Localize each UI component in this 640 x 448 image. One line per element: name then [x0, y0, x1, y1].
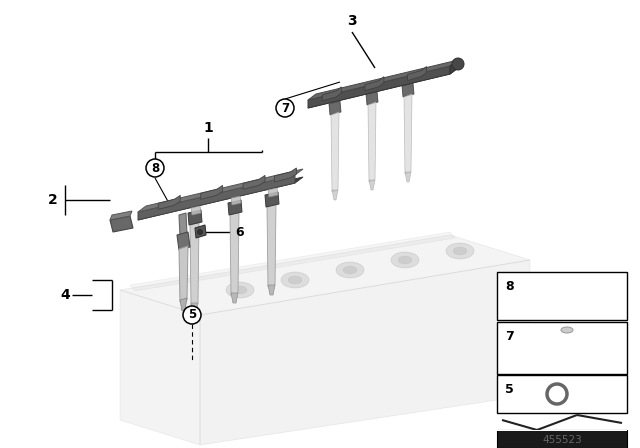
Ellipse shape: [288, 276, 302, 284]
Polygon shape: [130, 232, 455, 291]
Text: 455523: 455523: [542, 435, 582, 445]
Polygon shape: [230, 212, 239, 295]
Text: 7: 7: [505, 330, 514, 343]
Polygon shape: [190, 222, 199, 305]
Polygon shape: [195, 225, 206, 238]
Polygon shape: [158, 195, 180, 209]
Polygon shape: [228, 200, 242, 215]
Polygon shape: [179, 246, 188, 302]
Polygon shape: [369, 180, 375, 190]
Polygon shape: [191, 206, 201, 215]
Polygon shape: [366, 91, 378, 105]
Polygon shape: [138, 175, 295, 220]
Polygon shape: [404, 94, 412, 174]
Text: 4: 4: [60, 288, 70, 302]
Polygon shape: [188, 210, 202, 225]
Polygon shape: [120, 290, 200, 445]
Polygon shape: [231, 196, 241, 205]
Ellipse shape: [226, 282, 254, 298]
Polygon shape: [138, 177, 303, 220]
Polygon shape: [120, 235, 530, 315]
Ellipse shape: [281, 272, 309, 288]
Text: 8: 8: [505, 280, 514, 293]
Polygon shape: [497, 430, 627, 448]
Circle shape: [183, 306, 201, 324]
Polygon shape: [180, 298, 187, 311]
Polygon shape: [323, 87, 341, 101]
Polygon shape: [201, 185, 223, 199]
Text: 2: 2: [48, 193, 58, 207]
Polygon shape: [308, 60, 458, 100]
Bar: [497, 430, 627, 431]
Ellipse shape: [446, 243, 474, 259]
Polygon shape: [268, 285, 275, 295]
Polygon shape: [179, 213, 187, 237]
Polygon shape: [275, 168, 296, 182]
Polygon shape: [138, 169, 303, 212]
Polygon shape: [267, 204, 276, 287]
Polygon shape: [402, 83, 414, 97]
Text: 5: 5: [188, 309, 196, 322]
Polygon shape: [191, 303, 198, 313]
Ellipse shape: [452, 58, 464, 70]
Ellipse shape: [336, 262, 364, 278]
Ellipse shape: [453, 247, 467, 255]
Bar: [497, 272, 627, 320]
Circle shape: [146, 159, 164, 177]
Polygon shape: [450, 60, 458, 74]
Circle shape: [198, 229, 202, 234]
Polygon shape: [231, 293, 238, 303]
Polygon shape: [408, 66, 426, 81]
Text: 1: 1: [203, 121, 213, 135]
Ellipse shape: [343, 266, 357, 274]
Circle shape: [276, 99, 294, 117]
Polygon shape: [329, 101, 341, 115]
Polygon shape: [243, 175, 265, 190]
Polygon shape: [268, 188, 278, 197]
Text: 3: 3: [347, 14, 357, 28]
Polygon shape: [200, 260, 530, 445]
Polygon shape: [331, 112, 339, 192]
Text: 8: 8: [151, 161, 159, 175]
Polygon shape: [405, 172, 411, 182]
Bar: [497, 375, 627, 413]
Polygon shape: [365, 77, 384, 90]
Polygon shape: [110, 216, 133, 232]
Text: 7: 7: [281, 102, 289, 115]
Polygon shape: [265, 192, 279, 207]
Polygon shape: [332, 190, 338, 200]
Polygon shape: [308, 66, 450, 108]
Polygon shape: [177, 232, 190, 250]
Polygon shape: [308, 68, 458, 108]
Ellipse shape: [561, 327, 573, 333]
Ellipse shape: [391, 252, 419, 268]
Polygon shape: [368, 102, 376, 182]
Bar: [497, 322, 627, 374]
Ellipse shape: [233, 286, 247, 294]
Polygon shape: [110, 211, 132, 220]
Text: 6: 6: [235, 225, 244, 238]
Ellipse shape: [398, 256, 412, 264]
Text: 5: 5: [505, 383, 514, 396]
